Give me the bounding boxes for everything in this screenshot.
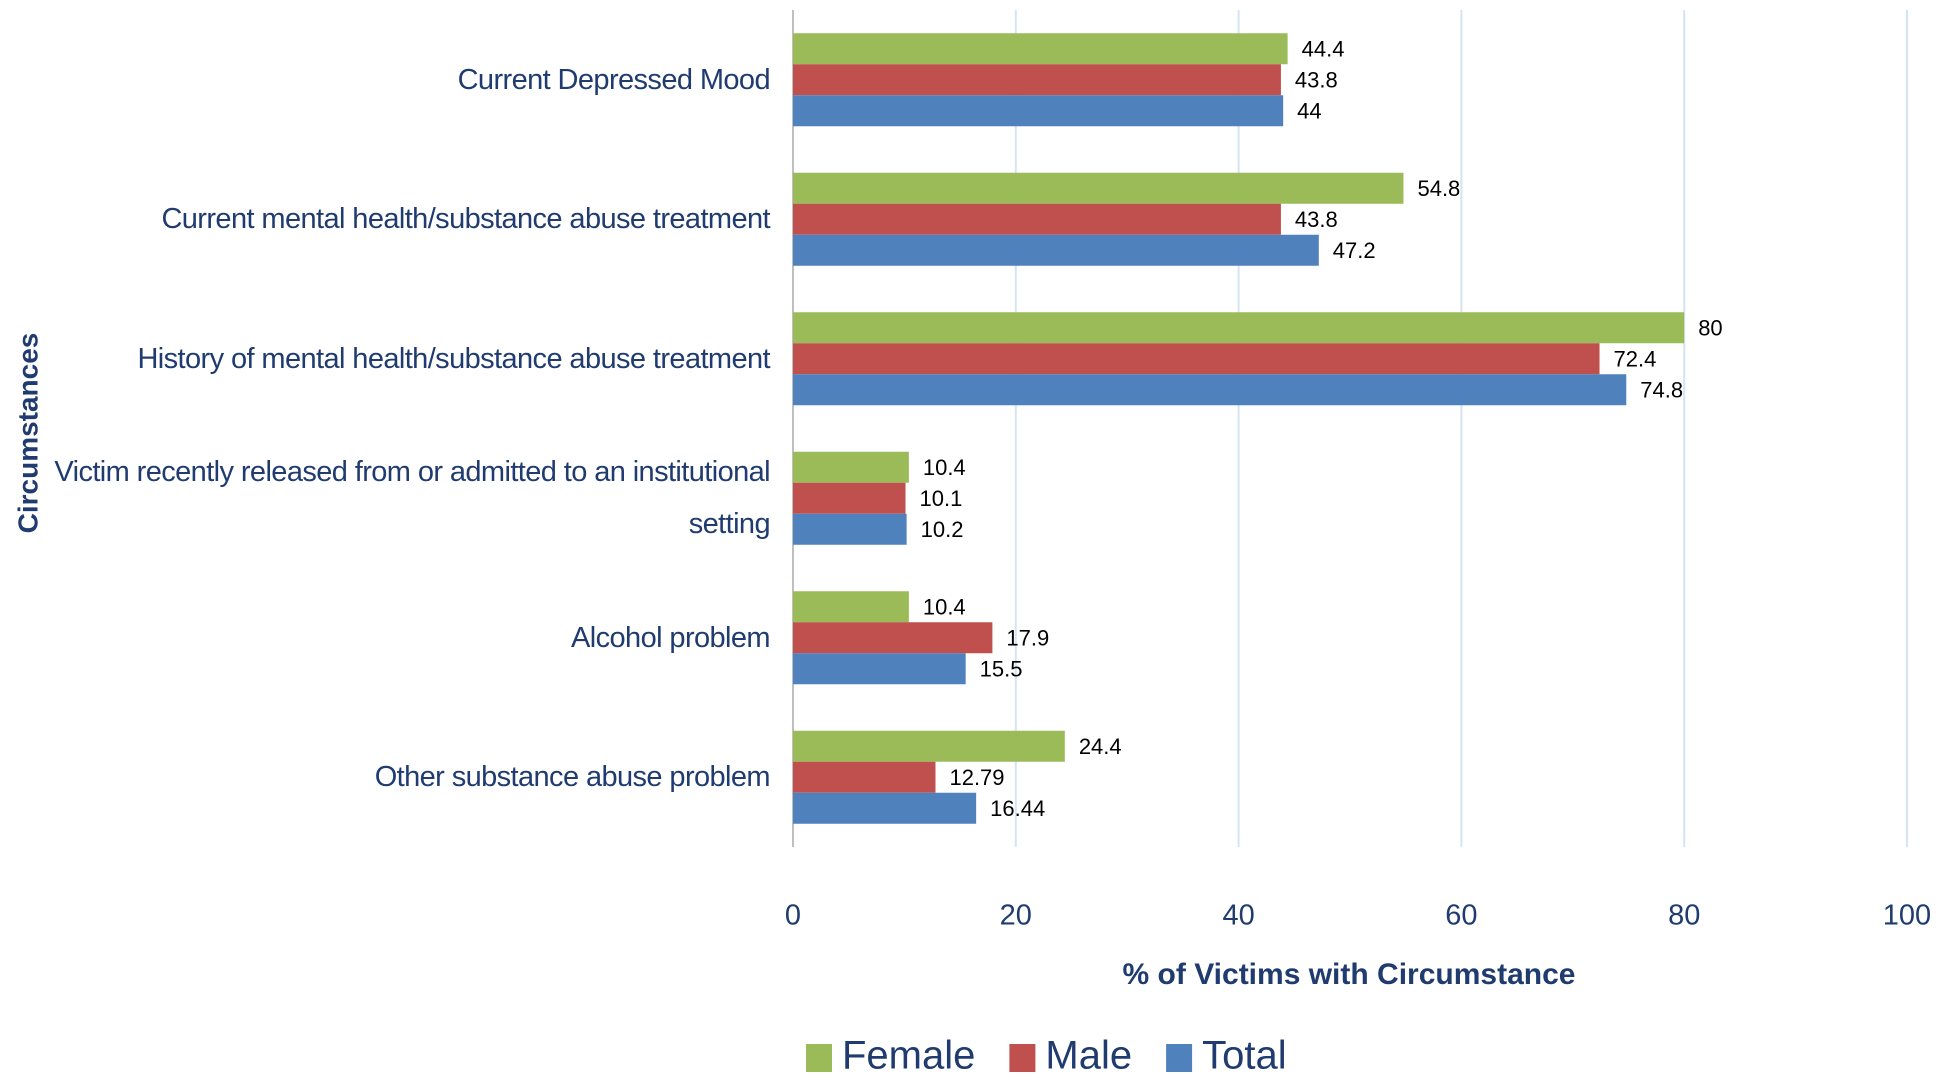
legend-swatch (1009, 1044, 1036, 1072)
x-tick-label: 60 (1445, 900, 1477, 932)
y-tick-label: Other substance abuse problem (374, 761, 771, 794)
bar (793, 591, 909, 623)
data-label: 44.4 (1302, 37, 1345, 62)
bar (793, 374, 1627, 406)
bar (793, 203, 1281, 235)
x-axis-title: % of Victims with Circumstance (1123, 958, 1576, 991)
legend-label: Female (842, 1034, 975, 1078)
data-label: 16.44 (990, 796, 1045, 821)
bar (793, 95, 1284, 127)
y-tick-label: Current Depressed Mood (457, 63, 771, 96)
legend-swatch (1166, 1044, 1193, 1072)
data-label: 15.5 (980, 657, 1023, 682)
bar (793, 234, 1319, 266)
legend-label: Total (1202, 1034, 1287, 1078)
x-tick-label: 80 (1668, 900, 1700, 932)
bar (793, 343, 1600, 375)
y-tick-label: Victim recently released from or admitte… (54, 456, 770, 541)
bar (793, 312, 1685, 344)
y-tick-label: History of mental health/substance abuse… (137, 342, 770, 375)
y-axis-title: Circumstances (12, 333, 43, 534)
x-tick-label: 20 (1000, 900, 1032, 932)
legend-swatch (806, 1044, 832, 1072)
x-tick-label: 40 (1222, 900, 1254, 932)
data-label: 54.8 (1417, 176, 1460, 201)
bar (793, 622, 993, 654)
bar (793, 33, 1288, 65)
data-label: 72.4 (1614, 347, 1657, 372)
data-label: 44 (1297, 99, 1321, 124)
data-label: 74.8 (1640, 378, 1683, 403)
data-label: 10.4 (923, 595, 966, 620)
data-label: 47.2 (1333, 238, 1376, 263)
data-label: 12.79 (949, 765, 1004, 790)
bar (793, 451, 909, 483)
data-label: 10.2 (921, 517, 964, 542)
bar (793, 172, 1404, 204)
data-label: 10.1 (920, 486, 963, 511)
y-tick-label: Current mental health/substance abuse tr… (161, 203, 770, 236)
data-label: 43.8 (1295, 207, 1338, 232)
data-label: 10.4 (923, 455, 966, 480)
y-tick-label: Alcohol problem (571, 621, 771, 654)
data-label: 24.4 (1079, 734, 1122, 759)
bar (793, 730, 1065, 762)
data-label: 43.8 (1295, 68, 1338, 93)
x-tick-label: 0 (785, 900, 801, 932)
bar (793, 64, 1281, 96)
data-label: 17.9 (1006, 626, 1049, 651)
legend-label: Male (1045, 1034, 1132, 1078)
bar (793, 513, 907, 545)
bar (793, 761, 936, 793)
bar (793, 482, 906, 514)
bar (793, 792, 977, 824)
data-label: 80 (1698, 316, 1722, 341)
bar (793, 653, 966, 685)
x-tick-label: 100 (1883, 900, 1931, 932)
